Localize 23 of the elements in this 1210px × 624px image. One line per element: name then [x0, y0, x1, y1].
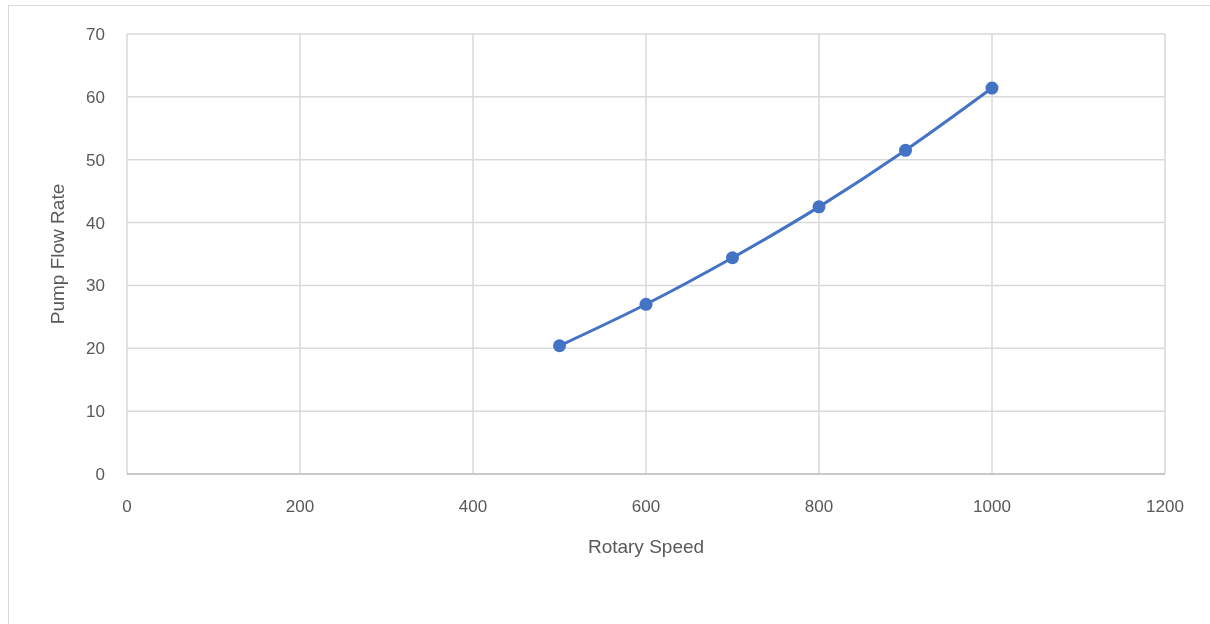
x-tick-label: 0 — [122, 497, 132, 516]
y-tick-label: 10 — [86, 402, 105, 422]
y-axis-title: Pump Flow Rate — [47, 183, 68, 325]
point — [812, 200, 826, 214]
point — [553, 339, 566, 353]
point — [726, 251, 739, 265]
x-axis-title: Rotary Speed — [587, 536, 705, 557]
y-tick-label: 30 — [86, 276, 105, 296]
x-tick-label: 200 — [285, 497, 315, 516]
x-tick-label: 1000 — [973, 497, 1011, 516]
point — [899, 143, 912, 157]
y-tick-label: 20 — [86, 339, 105, 359]
x-tick-label: 1200 — [1146, 497, 1184, 516]
y-tick-label: 40 — [86, 213, 105, 233]
point — [985, 81, 999, 95]
y-tick-label: 50 — [86, 150, 105, 170]
y-tick-label: 0 — [95, 464, 105, 484]
y-tick-label: 60 — [86, 87, 105, 107]
point — [639, 297, 653, 311]
y-tick-label: 70 — [86, 24, 105, 44]
x-tick-label: 800 — [804, 497, 834, 516]
x-tick-label: 400 — [458, 497, 488, 516]
x-tick-label: 600 — [631, 497, 661, 516]
